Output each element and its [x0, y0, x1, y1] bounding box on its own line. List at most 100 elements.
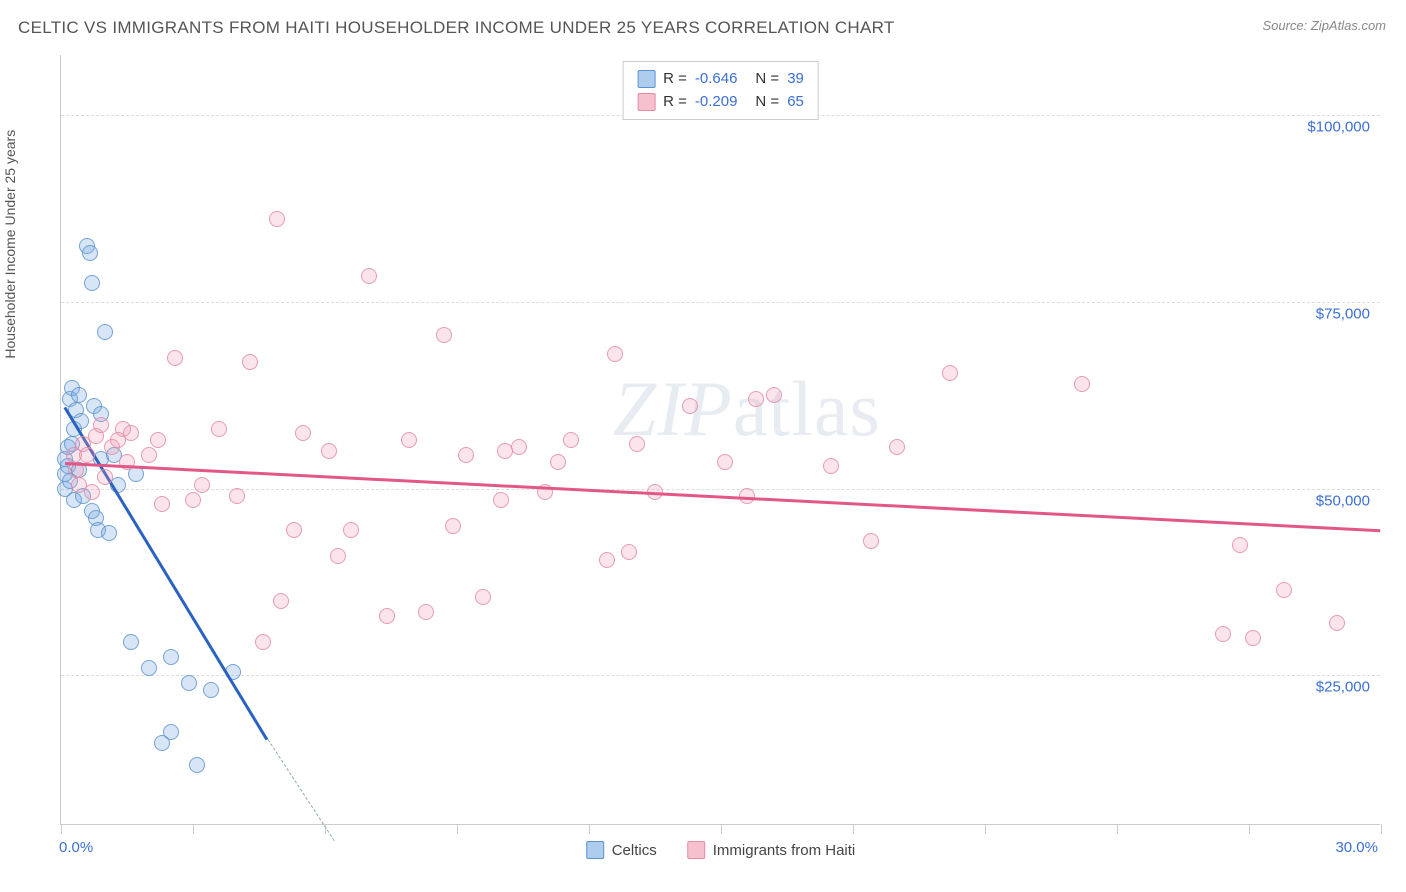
data-point — [97, 469, 113, 485]
data-point — [123, 425, 139, 441]
gridline — [61, 675, 1380, 676]
x-tick — [721, 824, 722, 834]
legend-row-haiti: R = -0.209 N = 65 — [637, 91, 804, 114]
data-point — [163, 724, 179, 740]
data-point — [863, 533, 879, 549]
data-point — [599, 552, 615, 568]
x-tick — [1117, 824, 1118, 834]
data-point — [607, 346, 623, 362]
x-tick — [457, 824, 458, 834]
gridline — [61, 302, 1380, 303]
n-value-2: 65 — [787, 91, 804, 114]
data-point — [82, 245, 98, 261]
watermark: ZIPatlas — [613, 364, 881, 454]
data-point — [181, 675, 197, 691]
data-point — [343, 522, 359, 538]
data-point — [321, 443, 337, 459]
legend-label-celtics: Celtics — [612, 842, 657, 859]
y-tick-label: $50,000 — [1316, 492, 1370, 509]
data-point — [717, 454, 733, 470]
y-axis-label: Householder Income Under 25 years — [2, 130, 18, 359]
data-point — [942, 365, 958, 381]
x-tick — [985, 824, 986, 834]
data-point — [242, 354, 258, 370]
swatch-blue — [637, 70, 655, 88]
data-point — [823, 458, 839, 474]
data-point — [185, 492, 201, 508]
data-point — [101, 525, 117, 541]
data-point — [163, 649, 179, 665]
data-point — [766, 387, 782, 403]
data-point — [445, 518, 461, 534]
data-point — [1074, 376, 1090, 392]
data-point — [1276, 582, 1292, 598]
data-point — [286, 522, 302, 538]
data-point — [475, 589, 491, 605]
chart-container: Householder Income Under 25 years ZIPatl… — [18, 55, 1388, 875]
data-point — [361, 268, 377, 284]
data-point — [1232, 537, 1248, 553]
data-point — [123, 634, 139, 650]
data-point — [1245, 630, 1261, 646]
swatch-blue-icon — [586, 841, 604, 859]
trend-line — [65, 462, 1381, 532]
data-point — [154, 496, 170, 512]
n-value-1: 39 — [787, 68, 804, 91]
data-point — [84, 275, 100, 291]
data-point — [295, 425, 311, 441]
trend-line-dashed — [267, 739, 334, 840]
data-point — [273, 593, 289, 609]
data-point — [79, 447, 95, 463]
data-point — [255, 634, 271, 650]
r-value-1: -0.646 — [695, 68, 738, 91]
data-point — [889, 439, 905, 455]
data-point — [141, 660, 157, 676]
data-point — [330, 548, 346, 564]
data-point — [141, 447, 157, 463]
swatch-pink-icon — [687, 841, 705, 859]
data-point — [150, 432, 166, 448]
r-value-2: -0.209 — [695, 91, 738, 114]
swatch-pink — [637, 93, 655, 111]
data-point — [93, 417, 109, 433]
data-point — [493, 492, 509, 508]
y-tick-label: $100,000 — [1307, 118, 1370, 135]
data-point — [563, 432, 579, 448]
x-axis-max-label: 30.0% — [1335, 839, 1378, 856]
x-tick — [1249, 824, 1250, 834]
y-tick-label: $75,000 — [1316, 305, 1370, 322]
data-point — [418, 604, 434, 620]
gridline — [61, 489, 1380, 490]
data-point — [269, 211, 285, 227]
data-point — [84, 484, 100, 500]
source-attribution: Source: ZipAtlas.com — [1262, 18, 1386, 33]
data-point — [550, 454, 566, 470]
data-point — [167, 350, 183, 366]
x-tick — [589, 824, 590, 834]
legend-row-celtics: R = -0.646 N = 39 — [637, 68, 804, 91]
data-point — [211, 421, 227, 437]
data-point — [629, 436, 645, 452]
data-point — [1329, 615, 1345, 631]
correlation-legend: R = -0.646 N = 39 R = -0.209 N = 65 — [622, 61, 819, 120]
chart-title: CELTIC VS IMMIGRANTS FROM HAITI HOUSEHOL… — [18, 18, 895, 38]
data-point — [621, 544, 637, 560]
data-point — [511, 439, 527, 455]
data-point — [119, 454, 135, 470]
data-point — [436, 327, 452, 343]
data-point — [1215, 626, 1231, 642]
x-axis-min-label: 0.0% — [59, 839, 93, 856]
data-point — [458, 447, 474, 463]
x-tick — [193, 824, 194, 834]
x-tick — [1381, 824, 1382, 834]
legend-label-haiti: Immigrants from Haiti — [713, 842, 856, 859]
data-point — [71, 387, 87, 403]
data-point — [97, 324, 113, 340]
data-point — [379, 608, 395, 624]
x-tick — [853, 824, 854, 834]
data-point — [194, 477, 210, 493]
data-point — [401, 432, 417, 448]
legend-item-celtics: Celtics — [586, 841, 657, 859]
series-legend: Celtics Immigrants from Haiti — [586, 841, 856, 859]
y-tick-label: $25,000 — [1316, 679, 1370, 696]
